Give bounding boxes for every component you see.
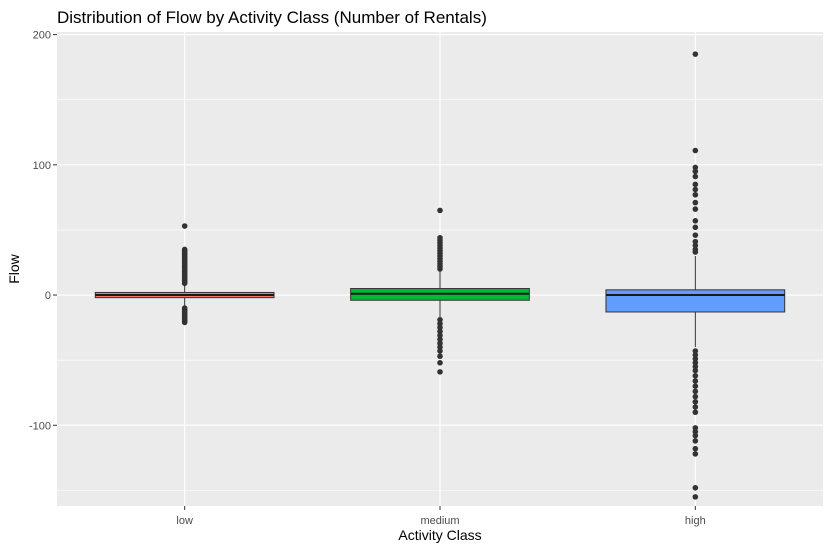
box-medium <box>350 207 530 375</box>
outlier-point <box>437 234 443 241</box>
outlier-point <box>692 199 699 206</box>
outlier-point <box>692 409 699 416</box>
y-axis: -100 0 100 200 <box>29 30 57 432</box>
outlier-point <box>437 328 443 335</box>
x-tick-label: low <box>176 515 193 527</box>
outlier-point <box>437 340 443 347</box>
outlier-point <box>437 207 443 214</box>
chart-title: Distribution of Flow by Activity Class (… <box>57 8 487 27</box>
outlier-point <box>437 316 443 323</box>
outlier-point <box>692 404 699 410</box>
outlier-point <box>692 186 699 193</box>
outlier-point <box>692 224 699 231</box>
boxes <box>94 51 786 500</box>
y-tick-label: -100 <box>29 420 51 432</box>
outlier-point <box>437 324 443 331</box>
outlier-point <box>437 359 443 366</box>
outlier-point <box>437 353 443 360</box>
outlier-point <box>692 51 699 57</box>
outlier-point <box>692 399 699 405</box>
outlier-point <box>437 336 443 343</box>
outlier-point <box>692 352 699 358</box>
outlier-point <box>692 388 699 395</box>
outlier-point <box>692 393 699 400</box>
outlier-point <box>692 494 699 500</box>
outlier-point <box>437 348 443 354</box>
outlier-point <box>692 378 699 384</box>
outlier-point <box>692 356 699 362</box>
outlier-point <box>692 451 699 457</box>
outlier-point <box>181 246 188 253</box>
iqr-box <box>605 289 786 313</box>
outlier-point <box>692 246 699 253</box>
x-tick-label: medium <box>420 515 459 527</box>
outlier-point <box>692 484 699 491</box>
y-tick-label: 200 <box>33 30 51 42</box>
box-low <box>94 223 275 326</box>
y-tick-label: 0 <box>45 290 51 302</box>
outlier-point <box>692 438 699 444</box>
outlier-point <box>692 232 699 238</box>
outlier-point <box>692 168 699 175</box>
outlier-point <box>692 147 699 154</box>
y-tick-label: 100 <box>33 160 51 172</box>
outlier-point <box>692 432 699 439</box>
outlier-point <box>692 238 699 245</box>
outlier-point <box>692 383 699 389</box>
outlier-point <box>692 425 699 431</box>
outlier-point <box>692 173 699 180</box>
y-axis-title: Flow <box>6 253 22 283</box>
outlier-point <box>692 428 699 435</box>
outlier-point <box>692 367 699 374</box>
outlier-point <box>692 218 699 224</box>
x-tick-label: high <box>685 515 706 527</box>
x-axis-title: Activity Class <box>398 527 481 543</box>
outlier-point <box>692 242 699 249</box>
outlier-point <box>692 372 699 379</box>
outlier-point <box>437 344 443 350</box>
outlier-point <box>181 305 188 311</box>
outlier-point <box>692 363 699 370</box>
outlier-point <box>437 320 443 327</box>
outlier-point <box>692 348 699 354</box>
outlier-point <box>181 223 188 229</box>
x-axis: low medium high <box>176 506 706 527</box>
outlier-point <box>692 206 699 212</box>
outlier-point <box>692 359 699 366</box>
outlier-point <box>692 445 699 452</box>
outlier-point <box>692 164 699 171</box>
outlier-point <box>437 369 443 375</box>
outlier-point <box>692 191 699 198</box>
outlier-point <box>437 332 443 339</box>
outlier-point <box>692 181 699 188</box>
box-high <box>605 51 786 500</box>
